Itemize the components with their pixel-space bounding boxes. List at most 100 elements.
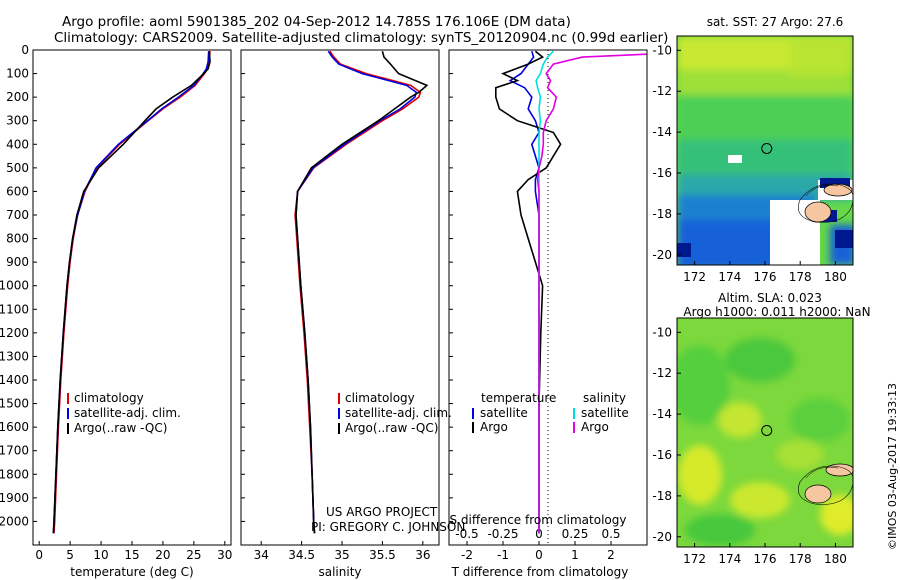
map-x-tick-label: 180 — [824, 270, 847, 284]
legend-label: Argo(..raw -QC) — [345, 421, 438, 435]
map-x-tick-label: 178 — [789, 552, 812, 566]
map-y-tick-label: -20 — [652, 530, 672, 544]
y-tick-label: 1800 — [0, 467, 29, 481]
title-line-1: Argo profile: aoml 5901385_202 04-Sep-20… — [62, 14, 571, 30]
map-y-tick-label: -16 — [652, 166, 672, 180]
x-tick-label: 20 — [155, 548, 170, 562]
salinity-xlabel: salinity — [318, 565, 361, 579]
series-line-2 — [295, 50, 429, 534]
top-tick-label: -0.25 — [487, 527, 518, 541]
map-x-tick-label: 174 — [718, 552, 741, 566]
x-tick-label: 25 — [186, 548, 201, 562]
x-tick-label: 5 — [66, 548, 74, 562]
temperature-axis: 0 5 10 15 20 25 30 — [35, 541, 232, 562]
map-y-tick-label: -10 — [652, 43, 672, 57]
difference-lines — [494, 50, 647, 534]
y-tick-label: 500 — [6, 161, 29, 175]
map-y-tick-label: -16 — [652, 448, 672, 462]
legend-label: satellite-adj. clim. — [74, 406, 181, 420]
sst-map-title: sat. SST: 27 Argo: 27.6 — [707, 15, 844, 29]
series-line-3 — [536, 53, 647, 534]
map-y-tick-label: -20 — [652, 248, 672, 262]
sst-map: sat. SST: 27 Argo: 27.6 — [652, 15, 854, 284]
credit-pi: PI: GREGORY C. JOHNSON — [311, 520, 465, 534]
difference-xlabel-top: S difference from climatology — [450, 513, 627, 527]
map-x-tick-label: 180 — [824, 552, 847, 566]
salinity-lines — [294, 50, 429, 534]
top-tick-label: 0 — [535, 527, 543, 541]
map-y-tick-label: -10 — [652, 325, 672, 339]
difference-frame — [448, 49, 648, 546]
legend-heading: temperature — [481, 391, 556, 405]
credit-project: US ARGO PROJECT — [326, 505, 438, 519]
title-line-2: Climatology: CARS2009. Satellite-adjuste… — [54, 30, 668, 46]
y-tick-label: 1500 — [0, 397, 29, 411]
temperature-panel: 0100200300400500600700800900100011001200… — [0, 43, 232, 579]
x-tick-label: 0 — [535, 548, 543, 562]
y-tick-label: 1600 — [0, 420, 29, 434]
temperature-lines — [52, 51, 211, 534]
x-tick-label: 2 — [607, 548, 615, 562]
x-tick-label: -2 — [461, 548, 473, 562]
map-y-tick-label: -12 — [652, 366, 672, 380]
map-x-tick-label: 176 — [754, 270, 777, 284]
map-x-tick-label: 172 — [683, 270, 706, 284]
x-tick-label: 15 — [124, 548, 139, 562]
y-tick-label: 1000 — [0, 279, 29, 293]
legend-label: climatology — [74, 391, 144, 405]
depth-axis: 0 100 200 300 400 500 600 700 800 900 1000 1100 1200… — [0, 43, 37, 528]
x-tick-label: 1 — [571, 548, 579, 562]
map-y-tick-label: -18 — [652, 489, 672, 503]
sla-map-title-2: Argo h1000: 0.011 h2000: NaN — [683, 305, 870, 319]
salinity-frame — [240, 49, 440, 546]
x-tick-label: 10 — [93, 548, 108, 562]
legend-label: Argo — [581, 420, 609, 434]
y-tick-label: 0 — [21, 43, 29, 57]
sst-map-axes: 172 174 176 178 180 -10 -12 -14 -16 -18 -20 — [652, 43, 846, 284]
y-tick-label: 100 — [6, 67, 29, 81]
top-tick-label: -0.5 — [455, 527, 478, 541]
salinity-panel: 34 34.5 35 35.5 36 salinity climatologysatel… — [240, 49, 465, 579]
y-tick-label: 1400 — [0, 373, 29, 387]
x-tick-label: 34.5 — [288, 548, 315, 562]
sst-argo-marker — [761, 142, 773, 154]
map-x-tick-label: 178 — [789, 270, 812, 284]
difference-xlabel: T difference from climatology — [451, 565, 629, 579]
y-tick-label: 300 — [6, 114, 29, 128]
map-y-tick-label: -14 — [652, 407, 672, 421]
series-line-2 — [52, 51, 211, 534]
difference-legend: temperature salinitysatelliteArgosatellit… — [472, 391, 629, 434]
legend-label: satellite-adj. clim. — [345, 406, 452, 420]
y-tick-label: 1200 — [0, 326, 29, 340]
sla-argo-marker — [761, 424, 773, 436]
y-tick-label: 1900 — [0, 491, 29, 505]
y-tick-label: 600 — [6, 184, 29, 198]
legend-label: satellite — [581, 406, 629, 420]
y-tick-label: 1700 — [0, 444, 29, 458]
legend-heading: salinity — [583, 391, 626, 405]
map-x-tick-label: 172 — [683, 552, 706, 566]
x-tick-label: 30 — [217, 548, 232, 562]
x-tick-label: 34 — [254, 548, 269, 562]
x-tick-label: -1 — [497, 548, 509, 562]
y-tick-label: 200 — [6, 90, 29, 104]
top-tick-label: 0.5 — [601, 527, 620, 541]
legend-label: Argo(..raw -QC) — [74, 421, 167, 435]
map-x-tick-label: 176 — [754, 552, 777, 566]
series-line-1 — [494, 50, 562, 534]
legend-label: satellite — [480, 406, 528, 420]
y-tick-label: 2000 — [0, 514, 29, 528]
series-line-0 — [53, 51, 211, 534]
sla-map-title-1: Altim. SLA: 0.023 — [718, 291, 822, 305]
salinity-axis: 34 34.5 35 35.5 36 — [241, 49, 430, 562]
watermark: ©IMOS 03-Aug-2017 19:33:13 — [886, 383, 899, 550]
map-y-tick-label: -18 — [652, 207, 672, 221]
difference-panel: -2 -1 0 1 2 -0.5 -0.25 0 0.25 0.5 T difference fr… — [448, 49, 648, 579]
y-tick-label: 1100 — [0, 302, 29, 316]
temperature-frame — [32, 49, 232, 546]
y-tick-label: 800 — [6, 232, 29, 246]
x-tick-label: 35 — [334, 548, 349, 562]
sla-map-axes: 172 174 176 178 180 -10 -12 -14 -16 -18 -20 — [652, 325, 846, 566]
